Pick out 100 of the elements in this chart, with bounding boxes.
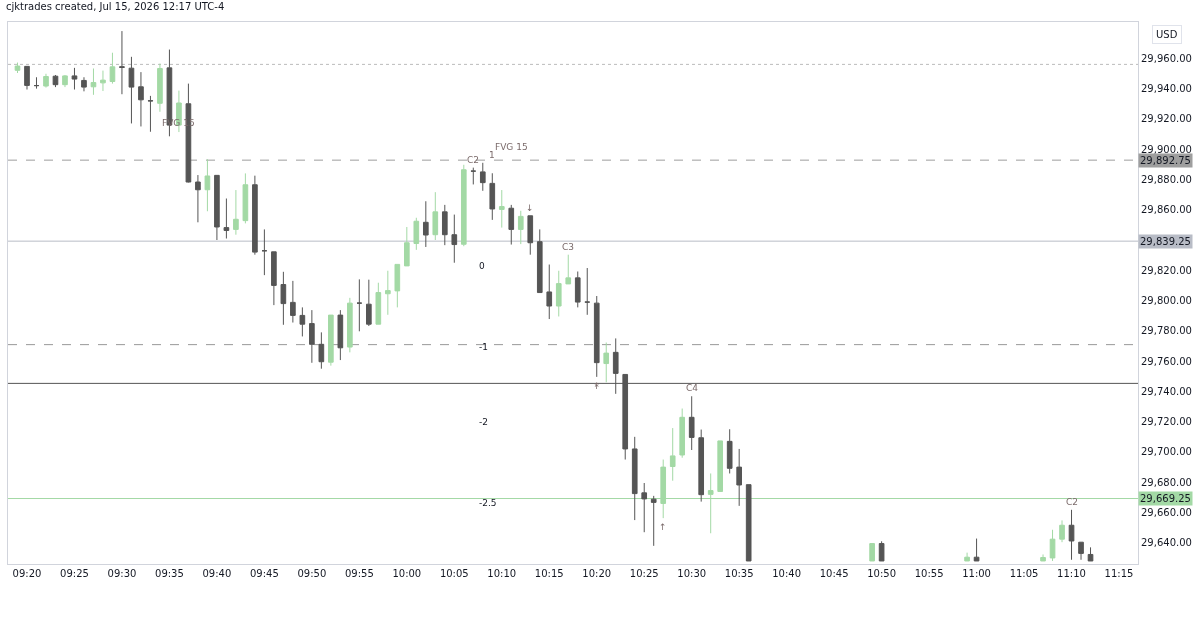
x-tick-label: 09:55	[344, 568, 374, 579]
y-axis-title: USD	[1156, 29, 1178, 40]
x-tick-label: 10:20	[582, 568, 612, 579]
y-tick-label: 29,700.00	[1141, 446, 1192, 458]
annotation: ↟	[593, 381, 601, 391]
y-tick-label: 29,660.00	[1141, 507, 1192, 519]
candlestick	[280, 271, 287, 326]
x-tick-label: 10:55	[914, 568, 944, 579]
y-tick-label: 29,780.00	[1141, 325, 1192, 337]
candlestick	[299, 306, 306, 337]
candlestick	[498, 189, 505, 229]
ref-line-label: 29,669.25	[1140, 493, 1191, 504]
x-tick-label: 10:10	[487, 568, 517, 579]
x-tick-label: 09:40	[202, 568, 232, 579]
x-tick-label: 11:05	[1009, 568, 1039, 579]
candlestick	[878, 540, 885, 562]
candlestick	[717, 440, 724, 492]
y-tick-label: 29,680.00	[1141, 476, 1192, 488]
candlestick	[109, 52, 116, 85]
candlestick	[508, 204, 515, 246]
x-tick-label: 11:10	[1057, 568, 1086, 579]
candlestick	[1059, 519, 1065, 543]
candlestick	[90, 67, 97, 96]
x-tick-label: 10:25	[629, 568, 659, 579]
candlestick	[536, 228, 543, 294]
ref-line-label: 29,892.75	[1140, 155, 1191, 166]
x-tick-label: 10:00	[392, 568, 422, 579]
candlestick	[24, 65, 30, 91]
candlestick	[138, 71, 144, 127]
candlestick	[147, 95, 154, 133]
annotation: ↑	[659, 522, 667, 532]
candlestick	[479, 162, 486, 192]
candlestick	[451, 214, 458, 264]
annotation: C3	[562, 242, 575, 252]
candlestick	[1068, 509, 1075, 561]
candlestick	[119, 30, 125, 95]
annotation: -2.5	[479, 498, 497, 508]
candlestick	[214, 174, 220, 241]
candlestick	[964, 552, 970, 562]
candlestick	[631, 436, 638, 521]
candlestick	[309, 309, 315, 364]
candlestick	[394, 263, 401, 308]
candlestick	[337, 309, 344, 361]
candlestick	[1087, 546, 1094, 562]
x-tick-label: 09:45	[249, 568, 279, 579]
candlestick	[404, 226, 410, 267]
y-tick-label: 29,860.00	[1141, 204, 1192, 216]
annotation: 0	[479, 261, 485, 271]
candlestick	[688, 395, 695, 451]
candlestick	[593, 295, 600, 378]
annotation: ↓	[526, 203, 534, 213]
y-tick-label: 29,940.00	[1141, 83, 1192, 95]
candlestick	[252, 175, 258, 256]
candlestick	[1049, 529, 1056, 562]
annotation: C2	[467, 155, 480, 165]
candlestick	[546, 264, 553, 320]
x-tick-label: 09:50	[297, 568, 327, 579]
candlestick	[441, 204, 448, 246]
candlestick	[555, 270, 562, 317]
y-tick-label: 29,720.00	[1141, 416, 1192, 428]
candlestick	[33, 76, 40, 90]
candlestick	[375, 282, 382, 325]
y-tick-label: 29,760.00	[1141, 355, 1192, 367]
ref-line-label: 29,839.25	[1140, 236, 1191, 247]
candlestick	[869, 543, 875, 562]
x-tick-label: 09:25	[60, 568, 89, 579]
candlestick	[366, 279, 372, 327]
candlestick	[100, 70, 106, 92]
candlestick	[356, 278, 363, 332]
candlestick	[271, 251, 277, 306]
candlestick	[1040, 553, 1046, 562]
candlestick	[413, 217, 420, 251]
x-tick-label: 10:15	[534, 568, 564, 579]
annotation: FVG 15	[495, 142, 528, 152]
candlestick	[698, 429, 705, 503]
x-tick-label: 10:30	[677, 568, 707, 579]
candlestick	[128, 56, 135, 124]
candlestick	[432, 191, 439, 241]
candlestick	[328, 314, 334, 367]
candlestick	[157, 63, 163, 113]
y-tick-label: 29,920.00	[1141, 113, 1192, 125]
x-tick-label: 10:05	[439, 568, 469, 579]
candlestick	[584, 267, 591, 316]
candlestick	[347, 297, 353, 353]
y-tick-label: 29,880.00	[1141, 173, 1192, 185]
x-tick-label: 09:30	[107, 568, 137, 579]
candlestick	[71, 67, 78, 91]
candlestick	[290, 280, 296, 324]
annotation: -1	[479, 342, 488, 352]
candlestick	[43, 73, 49, 89]
y-tick-label: 29,900.00	[1141, 143, 1192, 155]
candlestick	[489, 172, 496, 221]
y-tick-label: 29,740.00	[1141, 385, 1192, 397]
candlestick	[385, 270, 391, 316]
x-tick-label: 10:50	[867, 568, 897, 579]
x-tick-label: 11:00	[962, 568, 991, 579]
candlestick	[195, 174, 201, 223]
annotation: -2	[479, 417, 488, 427]
x-tick-label: 11:15	[1104, 568, 1134, 579]
x-tick-label: 10:35	[724, 568, 754, 579]
